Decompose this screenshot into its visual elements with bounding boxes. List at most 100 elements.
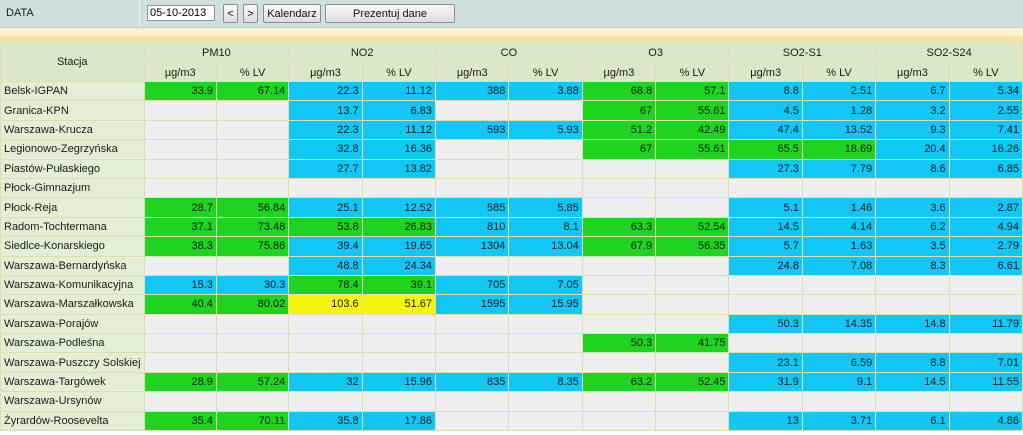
measurement-cell: 7.05 xyxy=(508,274,583,296)
measurement-cell xyxy=(508,313,583,335)
measurement-cell xyxy=(948,333,1023,354)
measurement-cell xyxy=(801,177,877,199)
toolbar-divider xyxy=(139,0,140,27)
measurement-cell: 75.86 xyxy=(215,236,290,257)
table-row: Warszawa-Puszczy Solskiej 23.1 6.59 8.8 7.01 xyxy=(0,352,1023,373)
group-header-so2-s24: SO2-S24 xyxy=(875,42,1023,64)
station-name: Warszawa-Targówek xyxy=(0,371,145,393)
measurement-cell: 8.3 xyxy=(875,255,950,276)
measurement-cell xyxy=(288,333,363,354)
measurement-cell: 9.3 xyxy=(875,119,950,141)
station-name: Piastów-Pułaskiego xyxy=(0,158,145,179)
measurement-cell xyxy=(948,391,1023,412)
measurement-cell: 3.5 xyxy=(875,236,950,257)
unit-header-percent-lv: % LV xyxy=(361,63,437,82)
measurement-cell: 15.96 xyxy=(361,371,437,393)
measurement-cell: 70.11 xyxy=(215,410,290,432)
measurement-cell: 28.9 xyxy=(143,371,217,393)
measurement-cell: 11.12 xyxy=(361,80,437,102)
measurement-cell xyxy=(948,177,1023,199)
table-row: Warszawa-Ursynów xyxy=(0,391,1023,412)
measurement-cell xyxy=(508,139,583,160)
group-header-so2-s1: SO2-S1 xyxy=(728,42,877,64)
measurement-cell: 24.8 xyxy=(728,255,803,276)
measurement-cell: 63.3 xyxy=(581,216,657,238)
unit-header-percent-lv: % LV xyxy=(508,63,583,82)
measurement-cell: 5.34 xyxy=(948,80,1023,102)
measurement-cell xyxy=(508,352,583,373)
toolbar: DATA < > Kalendarz Prezentuj dane xyxy=(0,0,1023,28)
measurement-cell xyxy=(143,177,217,199)
measurement-cell: 32.8 xyxy=(288,139,363,160)
station-name: Warszawa-Podleśna xyxy=(0,333,145,354)
measurement-cell xyxy=(435,352,510,373)
measurement-cell xyxy=(655,391,730,412)
table-row: Siedlce-Konarskiego 38.3 75.86 39.4 19.65 130… xyxy=(0,236,1023,257)
measurement-cell: 16.36 xyxy=(361,139,437,160)
measurement-cell: 6.59 xyxy=(801,352,877,373)
measurement-cell xyxy=(581,177,657,199)
measurement-cell xyxy=(143,313,217,335)
measurement-cell: 13.82 xyxy=(361,158,437,179)
measurement-cell: 13 xyxy=(728,410,803,432)
measurement-cell: 1.28 xyxy=(801,100,877,121)
measurement-cell: 40.4 xyxy=(143,294,217,315)
calendar-button[interactable]: Kalendarz xyxy=(263,4,321,23)
measurement-cell: 11.55 xyxy=(948,371,1023,393)
unit-header-percent-lv: % LV xyxy=(215,63,290,82)
table-row: Piastów-Pułaskiego 27.7 13.82 27.3 7.79 8.6 6.… xyxy=(0,158,1023,179)
measurement-cell: 14.5 xyxy=(875,371,950,393)
measurement-cell: 67 xyxy=(581,139,657,160)
unit-header-ugm3: µg/m3 xyxy=(435,63,510,82)
measurement-cell xyxy=(581,255,657,276)
measurement-cell: 52.54 xyxy=(655,216,730,238)
measurement-cell xyxy=(508,158,583,179)
unit-header-percent-lv: % LV xyxy=(655,63,730,82)
measurement-cell xyxy=(143,333,217,354)
measurement-cell: 593 xyxy=(435,119,510,141)
measurement-cell: 3.2 xyxy=(875,100,950,121)
measurement-cell: 63.2 xyxy=(581,371,657,393)
measurement-cell: 37.1 xyxy=(143,216,217,238)
measurement-cell xyxy=(655,313,730,335)
measurement-cell: 6.85 xyxy=(948,158,1023,179)
next-day-button[interactable]: > xyxy=(243,4,258,23)
date-input[interactable] xyxy=(147,5,215,21)
present-data-button[interactable]: Prezentuj dane xyxy=(325,4,455,23)
measurement-cell xyxy=(728,333,803,354)
measurement-cell: 31.9 xyxy=(728,371,803,393)
measurement-cell xyxy=(581,391,657,412)
table-row: Warszawa-Podleśna 50.3 41.75 xyxy=(0,333,1023,354)
header-strip-dark xyxy=(0,36,1023,42)
measurement-cell: 14.8 xyxy=(875,313,950,335)
measurement-cell xyxy=(215,119,290,141)
measurement-cell: 1304 xyxy=(435,236,510,257)
measurement-cell xyxy=(288,177,363,199)
measurement-cell: 19.65 xyxy=(361,236,437,257)
measurement-cell: 7.41 xyxy=(948,119,1023,141)
measurement-cell: 1.63 xyxy=(801,236,877,257)
date-label: DATA xyxy=(6,7,34,19)
measurement-cell: 13.7 xyxy=(288,100,363,121)
prev-day-button[interactable]: < xyxy=(223,4,238,23)
measurement-cell: 11.79 xyxy=(948,313,1023,335)
table-row: Płock-Reja 28.7 56.84 25.1 12.52 585 5.85 5.1 1.… xyxy=(0,197,1023,218)
measurement-cell: 585 xyxy=(435,197,510,218)
table-row: Radom-Tochtermana 37.1 73.48 53.8 26.83 810 8.… xyxy=(0,216,1023,238)
measurement-cell: 22.3 xyxy=(288,80,363,102)
measurement-cell: 13.52 xyxy=(801,119,877,141)
measurement-cell: 41.75 xyxy=(655,333,730,354)
measurement-cell xyxy=(581,352,657,373)
measurement-cell: 25.1 xyxy=(288,197,363,218)
measurement-cell: 2.87 xyxy=(948,197,1023,218)
measurement-cell xyxy=(581,197,657,218)
unit-header-percent-lv: % LV xyxy=(801,63,877,82)
measurement-cell xyxy=(581,158,657,179)
station-name: Płock-Gimnazjum xyxy=(0,177,145,199)
measurement-cell xyxy=(435,158,510,179)
measurement-cell xyxy=(143,391,217,412)
measurement-cell: 388 xyxy=(435,80,510,102)
measurement-cell: 8.35 xyxy=(508,371,583,393)
measurement-cell xyxy=(215,177,290,199)
group-header-no2: NO2 xyxy=(288,42,437,64)
